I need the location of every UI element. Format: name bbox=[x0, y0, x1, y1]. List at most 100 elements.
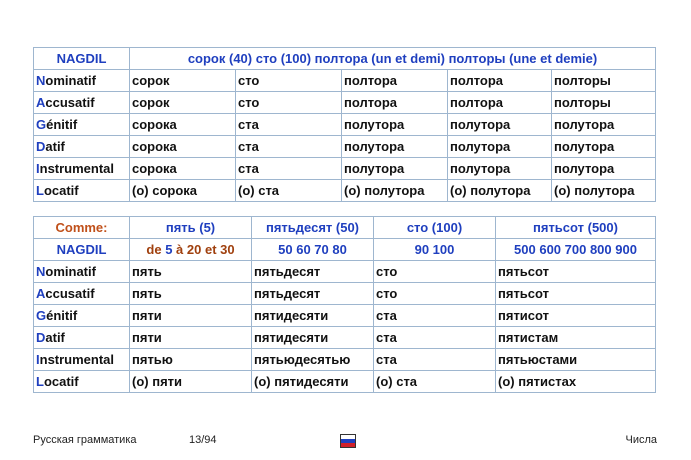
case-initial: I bbox=[36, 160, 40, 176]
table-row: Datif пяти пятидесяти ста пятистам bbox=[33, 326, 656, 349]
declension-cell: сорок bbox=[129, 91, 236, 114]
declension-cell: полутора bbox=[341, 113, 448, 136]
case-rest: ominatif bbox=[45, 263, 96, 279]
declension-cell: полутора bbox=[447, 135, 552, 158]
declension-cell: пятьюдесятью bbox=[251, 348, 374, 371]
declension-cell: (о) пяти bbox=[129, 370, 252, 393]
case-initial: I bbox=[36, 351, 40, 367]
case-initial: D bbox=[36, 138, 46, 154]
declension-cell: пять bbox=[129, 282, 252, 305]
table-row: Génitif пяти пятидесяти ста пятисот bbox=[33, 304, 656, 327]
comme-label: Comme: bbox=[33, 216, 130, 239]
declension-cell: ста bbox=[373, 348, 496, 371]
table-row: Accusatif пять пятьдесят сто пятьсот bbox=[33, 282, 656, 305]
declension-cell: ста bbox=[235, 157, 342, 180]
declension-cell: пятидесяти bbox=[251, 304, 374, 327]
case-name: Locatif bbox=[33, 179, 130, 202]
declension-cell: полтора bbox=[341, 69, 448, 92]
case-initial: N bbox=[36, 263, 46, 279]
declension-cell: сто bbox=[235, 69, 342, 92]
nagdil-range-90-100: 90 100 bbox=[373, 238, 496, 261]
case-rest: nstrumental bbox=[39, 351, 115, 367]
table-row: Locatif (о) пяти (о) пятидесяти (о) ста (о) … bbox=[33, 370, 656, 393]
case-initial: D bbox=[36, 329, 46, 345]
case-name: Nominatif bbox=[33, 69, 130, 92]
case-rest: ccusatif bbox=[45, 285, 95, 301]
case-initial: G bbox=[36, 307, 47, 323]
declension-cell: ста bbox=[373, 326, 496, 349]
declension-cell: сорок bbox=[129, 69, 236, 92]
header-nagdil: NAGDIL bbox=[33, 47, 130, 70]
flag-stripe-blue bbox=[341, 439, 355, 443]
declension-cell: (о) полутора bbox=[447, 179, 552, 202]
case-name: Instrumental bbox=[33, 157, 130, 180]
comme-row: Comme: пять (5) пятьдесят (50) сто (100)… bbox=[33, 216, 656, 239]
declension-cell: пятью bbox=[129, 348, 252, 371]
declension-cell: пятьюстами bbox=[495, 348, 656, 371]
declension-cell: полторы bbox=[550, 91, 657, 114]
declension-cell: полторы bbox=[550, 69, 657, 92]
table-row: Nominatif пять пятьдесят сто пятьсот bbox=[33, 260, 656, 283]
declension-cell: пяти bbox=[129, 326, 252, 349]
declension-cell: сорока bbox=[129, 113, 236, 136]
declension-cell: сто bbox=[235, 91, 342, 114]
case-name: Datif bbox=[33, 326, 130, 349]
nagdil-range-50-80: 50 60 70 80 bbox=[251, 238, 374, 261]
page-number[interactable]: 13/94 bbox=[189, 434, 217, 446]
declension-cell: пятьдесят bbox=[251, 260, 374, 283]
case-name: Accusatif bbox=[33, 282, 130, 305]
case-rest: ominatif bbox=[45, 72, 96, 88]
range-prefix: de bbox=[146, 241, 166, 257]
comme-fifty: пятьдесят (50) bbox=[251, 216, 374, 239]
declension-cell: ста bbox=[235, 113, 342, 136]
nagdil-range-500-900: 500 600 700 800 900 bbox=[495, 238, 656, 261]
declension-cell: пятистам bbox=[495, 326, 656, 349]
declension-cell: (о) полутора bbox=[550, 179, 657, 202]
footer-section: Числа bbox=[625, 434, 657, 446]
declension-cell: (о) ста bbox=[373, 370, 496, 393]
declension-cell: (о) пятидесяти bbox=[251, 370, 374, 393]
declension-table-5-500: Comme: пять (5) пятьдесят (50) сто (100)… bbox=[33, 216, 656, 393]
case-name: Locatif bbox=[33, 370, 130, 393]
case-name: Datif bbox=[33, 135, 130, 158]
case-name: Instrumental bbox=[33, 348, 130, 371]
nagdil-range-5-30: de 5 à 20 et 30 bbox=[129, 238, 252, 261]
case-name: Accusatif bbox=[33, 91, 130, 114]
comme-five-hundred: пятьсот (500) bbox=[495, 216, 656, 239]
declension-cell: полутора bbox=[550, 113, 657, 136]
declension-cell: пять bbox=[129, 260, 252, 283]
declension-cell: сто bbox=[373, 282, 496, 305]
declension-cell: пятисот bbox=[495, 304, 656, 327]
declension-cell: пятидесяти bbox=[251, 326, 374, 349]
declension-cell: полтора bbox=[447, 69, 552, 92]
declension-cell: сорока bbox=[129, 135, 236, 158]
case-rest: énitif bbox=[46, 307, 78, 323]
case-name: Génitif bbox=[33, 304, 130, 327]
case-rest: ccusatif bbox=[45, 94, 95, 110]
case-rest: ocatif bbox=[43, 373, 79, 389]
table-row: Datif сорока ста полутора полутора полутора bbox=[33, 135, 657, 158]
flag-stripe-red bbox=[341, 443, 355, 447]
case-initial: L bbox=[36, 373, 44, 389]
declension-cell: полутора bbox=[341, 135, 448, 158]
case-rest: nstrumental bbox=[39, 160, 115, 176]
declension-cell: (о) полутора bbox=[341, 179, 448, 202]
case-name: Nominatif bbox=[33, 260, 130, 283]
case-initial: A bbox=[36, 94, 46, 110]
russian-flag-icon[interactable] bbox=[340, 434, 356, 448]
declension-cell: пяти bbox=[129, 304, 252, 327]
declension-cell: полутора bbox=[447, 113, 552, 136]
declension-cell: ста bbox=[235, 135, 342, 158]
declension-cell: полутора bbox=[550, 135, 657, 158]
table-row: Génitif сорока ста полутора полутора полутора bbox=[33, 113, 657, 136]
declension-cell: ста bbox=[373, 304, 496, 327]
case-rest: atif bbox=[45, 138, 65, 154]
comme-hundred: сто (100) bbox=[373, 216, 496, 239]
declension-cell: полтора bbox=[341, 91, 448, 114]
case-initial: A bbox=[36, 285, 46, 301]
declension-cell: пятьдесят bbox=[251, 282, 374, 305]
header-numerals: сорок (40) сто (100) полтора (un et demi… bbox=[128, 47, 657, 70]
declension-cell: полутора bbox=[341, 157, 448, 180]
declension-cell: (о) ста bbox=[235, 179, 342, 202]
declension-cell: пятьсот bbox=[495, 260, 656, 283]
